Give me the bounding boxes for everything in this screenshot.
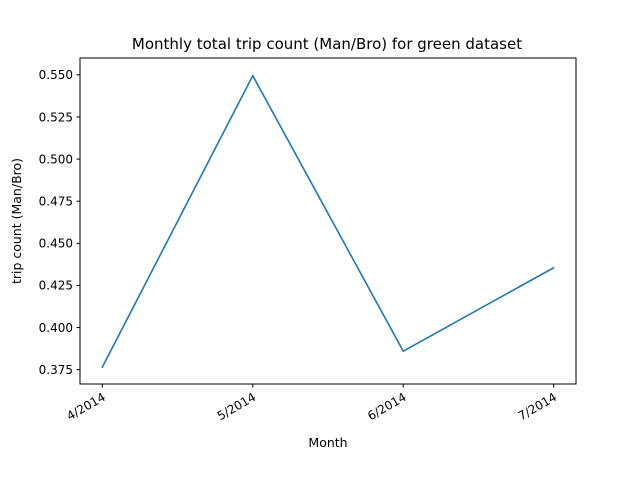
series-group xyxy=(101,74,555,368)
data-point xyxy=(402,350,405,352)
y-tick-label: 0.425 xyxy=(39,279,73,293)
y-tick-label: 0.400 xyxy=(39,321,73,335)
x-axis-label: Month xyxy=(308,435,347,450)
series-line xyxy=(101,74,555,368)
y-tick-label: 0.475 xyxy=(39,195,73,209)
y-tick-label: 0.450 xyxy=(39,237,73,251)
plot-area xyxy=(79,57,577,385)
data-point xyxy=(101,366,104,368)
data-point xyxy=(251,74,254,77)
y-tick-label: 0.550 xyxy=(39,68,73,82)
y-tick-label: 0.500 xyxy=(39,152,73,166)
y-axis: 0.375 0.400 0.425 0.450 0.475 0.500 0.525 0.550 xyxy=(39,68,80,377)
data-point xyxy=(552,266,555,269)
y-axis-label: trip count (Man/Bro) xyxy=(9,158,24,284)
chart-title: Monthly total trip count (Man/Bro) for g… xyxy=(132,35,522,53)
y-tick-label: 0.375 xyxy=(39,363,73,377)
y-tick-label: 0.525 xyxy=(39,110,73,124)
plot-frame xyxy=(79,57,577,385)
